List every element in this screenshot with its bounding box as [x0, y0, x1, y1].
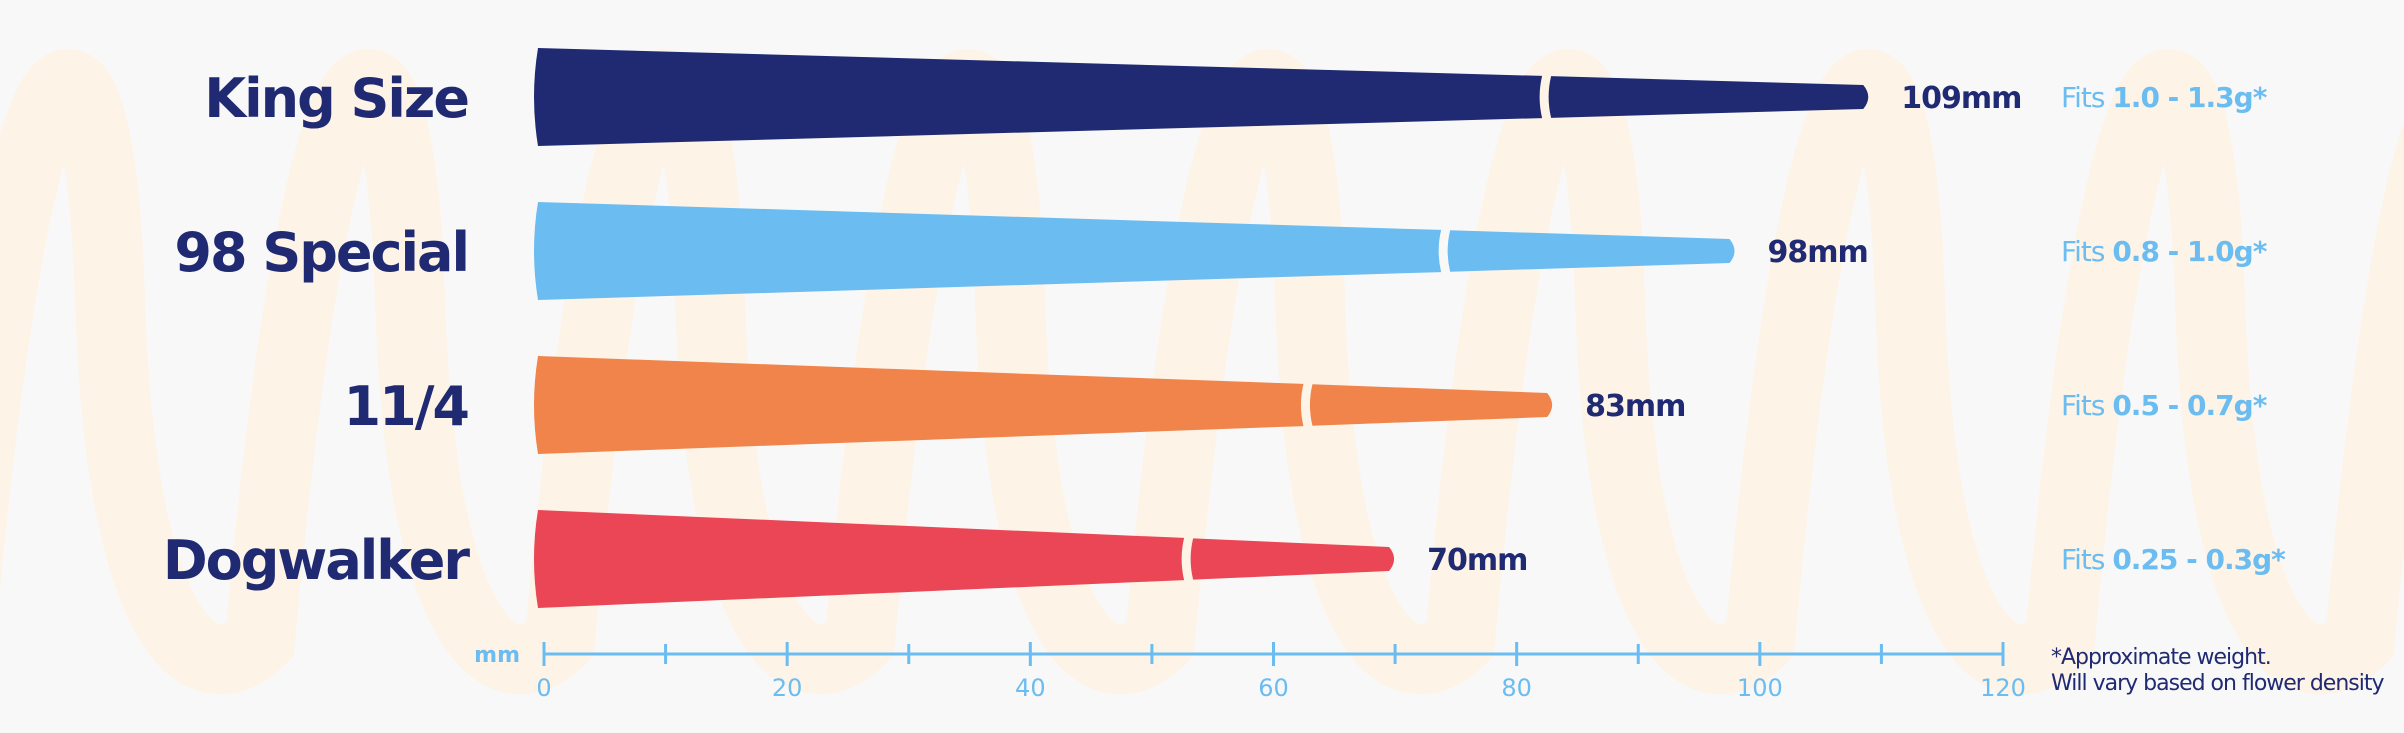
cone-bar-2 [534, 202, 1735, 300]
tick-label: 60 [1258, 674, 1289, 702]
fits-label: Fits 1.0 - 1.3g* [2061, 81, 2268, 114]
tick-label: 40 [1015, 674, 1046, 702]
fits-label: Fits 0.8 - 1.0g* [2061, 235, 2268, 268]
value-label: 70mm [1427, 543, 1527, 578]
cone-filter-tip [1190, 538, 1395, 580]
tick-label: 0 [536, 674, 551, 702]
value-label: 98mm [1768, 235, 1868, 270]
cone-body [534, 48, 1543, 146]
cone-filter-tip [1548, 76, 1869, 118]
watermark-pattern [0, 49, 2404, 695]
labels-layer: King Size 109mm Fits 1.0 - 1.3g* 98 Special… [163, 67, 2287, 592]
value-label: 83mm [1585, 389, 1685, 424]
fits-label: Fits 0.5 - 0.7g* [2061, 389, 2268, 422]
cone-filter-tip [1309, 384, 1553, 426]
footnote-line: *Approximate weight. [2051, 645, 2271, 670]
cone-body [534, 356, 1304, 454]
cone-body [534, 510, 1185, 608]
fits-label: Fits 0.25 - 0.3g* [2061, 543, 2286, 576]
x-axis: mm 0 20 40 60 80 100 120 [474, 642, 2026, 702]
tick-label: 80 [1501, 674, 1532, 702]
tick-label: 100 [1737, 674, 1783, 702]
tick-label: 120 [1980, 674, 2026, 702]
axis-unit-label: mm [474, 643, 520, 668]
cone-bar-4 [534, 510, 1395, 608]
cone-body [534, 202, 1442, 300]
cone-filter-tip [1447, 230, 1735, 272]
value-label: 109mm [1901, 81, 2021, 116]
bars-layer [534, 48, 1869, 608]
category-label: 98 Special [174, 221, 468, 284]
category-label: 11/4 [344, 375, 469, 438]
footnote-line: Will vary based on flower density [2051, 671, 2384, 696]
category-label: King Size [204, 67, 468, 130]
tick-label: 20 [772, 674, 803, 702]
footnote: *Approximate weight.Will vary based on f… [2051, 645, 2385, 696]
watermark-wave [0, 49, 2404, 695]
category-label: Dogwalker [163, 529, 470, 592]
cone-bar-1 [534, 48, 1869, 146]
cone-bar-3 [534, 356, 1553, 454]
